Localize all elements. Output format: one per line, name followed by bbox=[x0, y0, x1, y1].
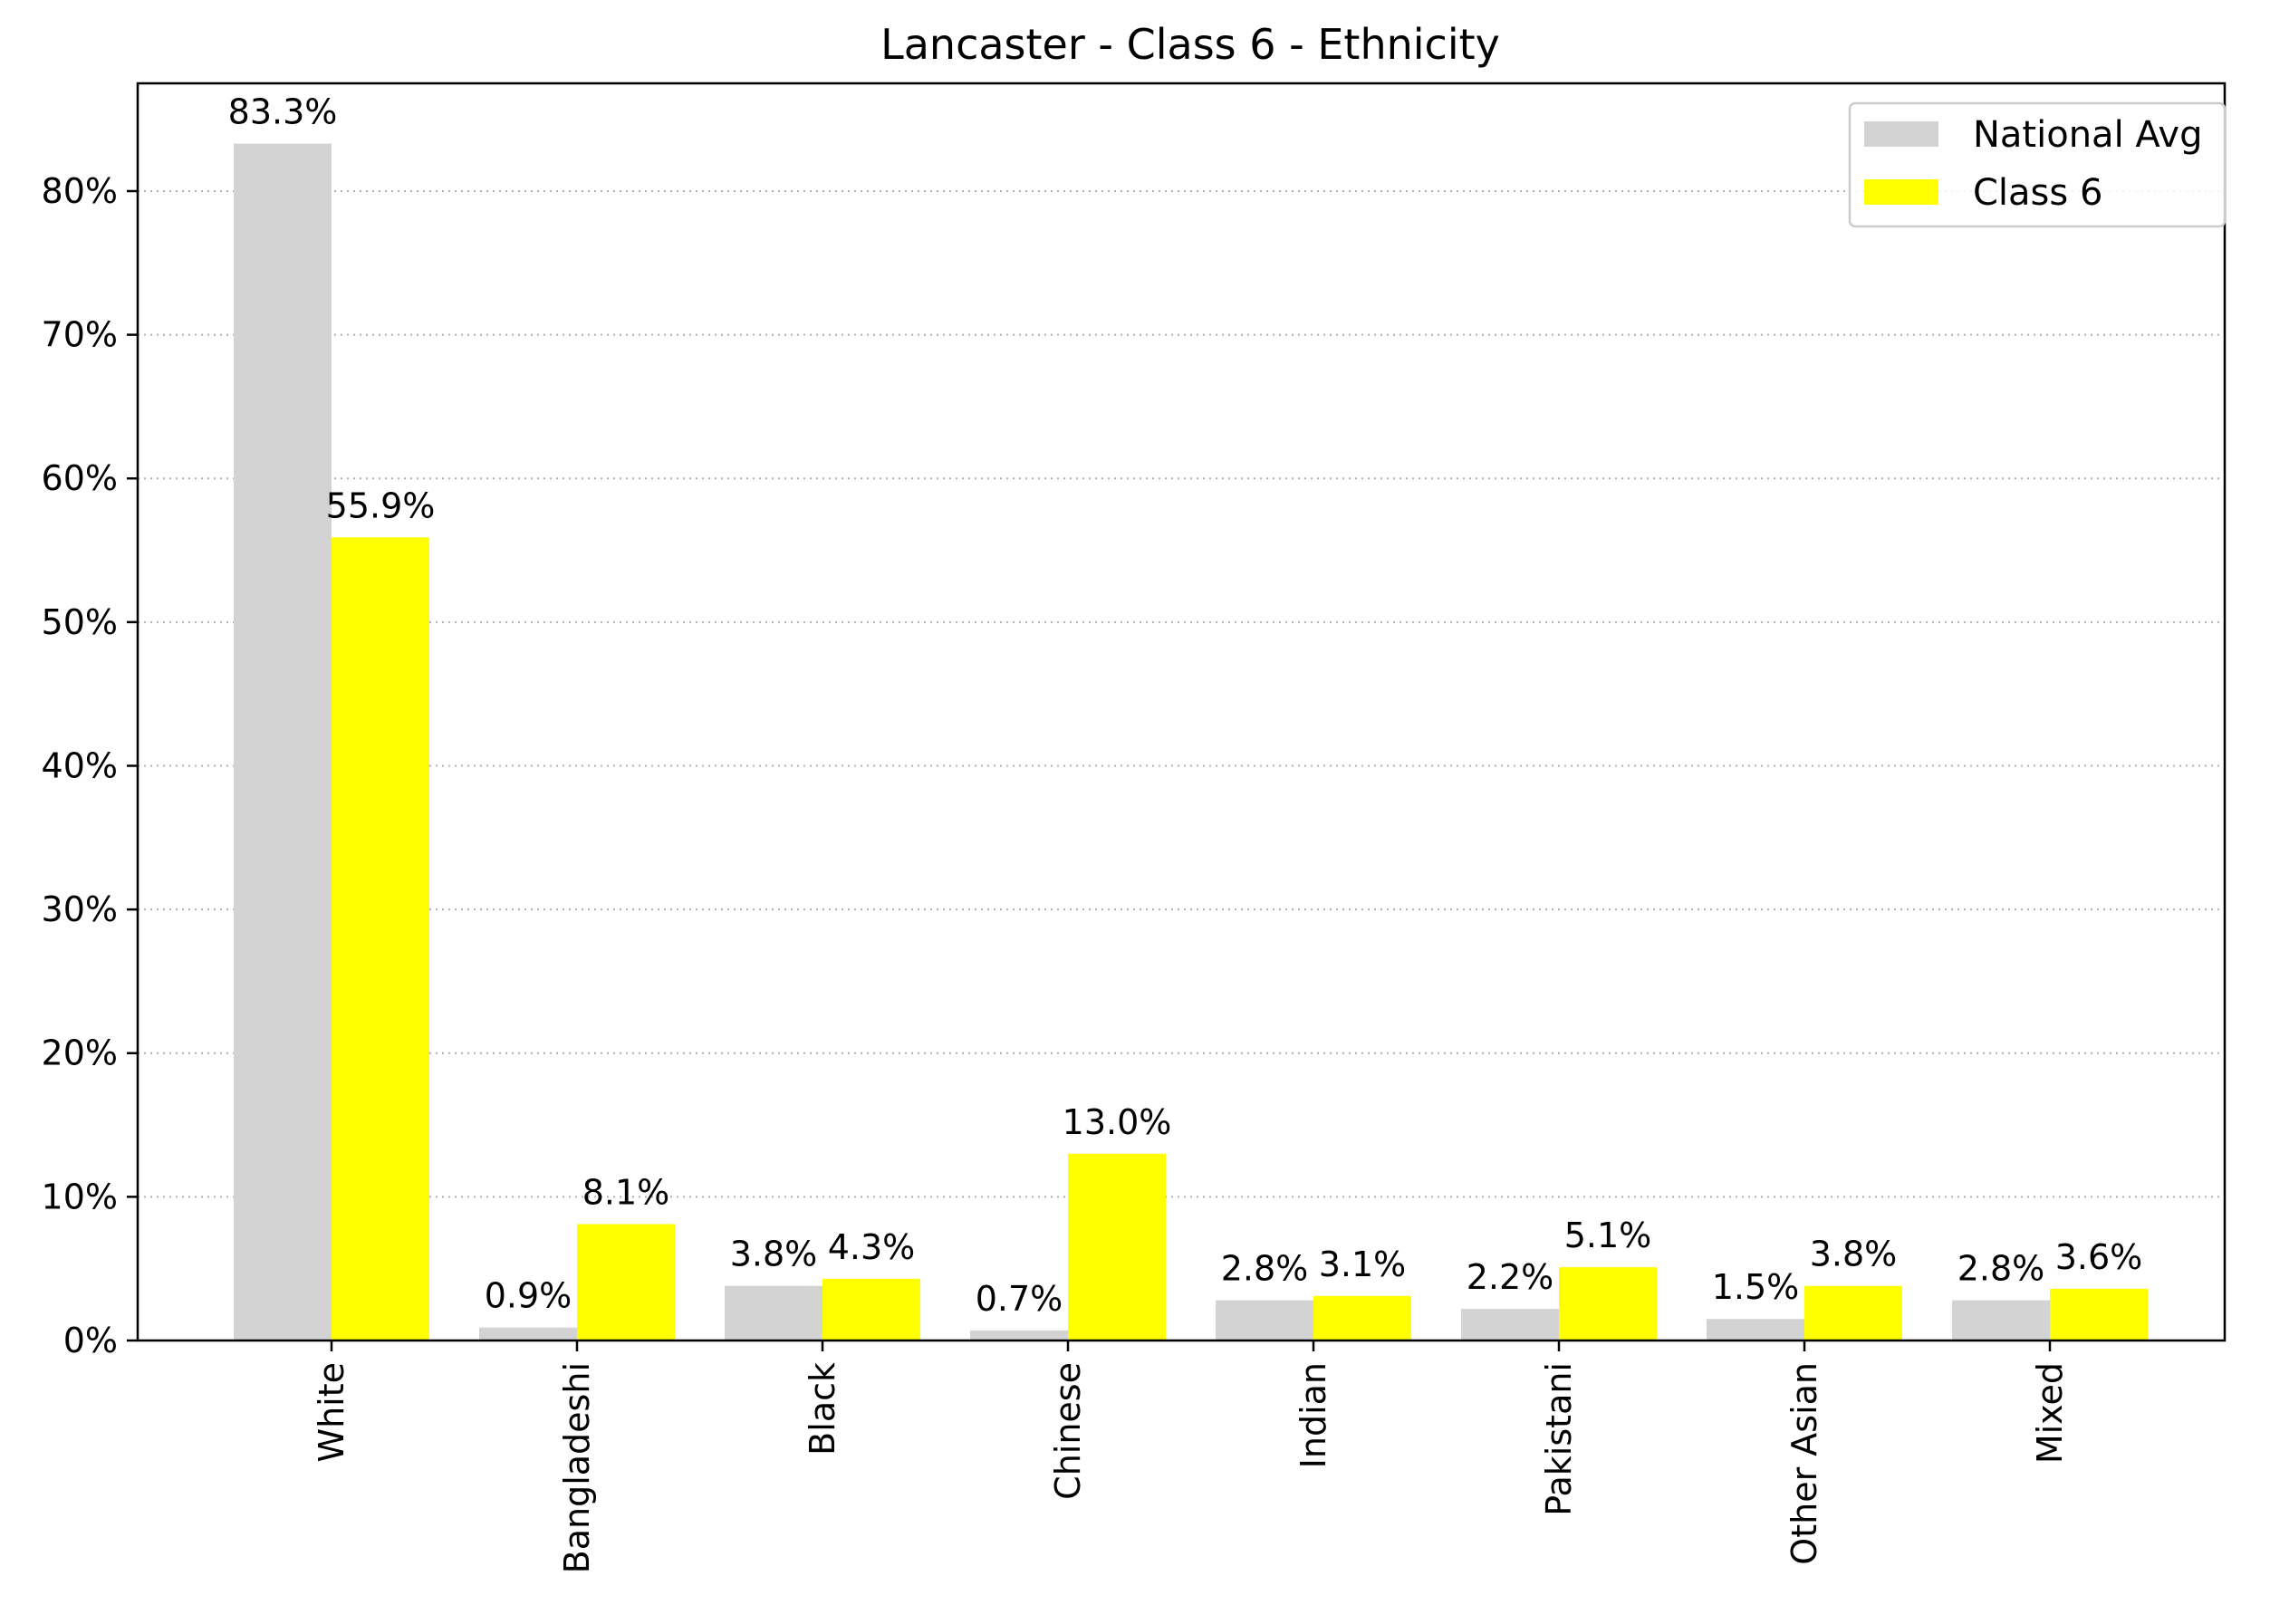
bar-national-avg bbox=[234, 143, 332, 1341]
data-label: 3.6% bbox=[2055, 1237, 2143, 1277]
x-tick-label: Chinese bbox=[1048, 1362, 1088, 1500]
bar-national-avg bbox=[479, 1327, 577, 1341]
y-tick-label: 0% bbox=[63, 1321, 118, 1360]
x-tick-label: Mixed bbox=[2030, 1362, 2070, 1464]
bar-national-avg bbox=[1707, 1319, 1804, 1341]
y-tick-label: 20% bbox=[42, 1033, 118, 1073]
legend: National Avg Class 6 bbox=[1848, 101, 2227, 228]
bar-national-avg bbox=[970, 1330, 1068, 1341]
bars bbox=[234, 143, 2148, 1341]
data-label: 8.1% bbox=[582, 1173, 670, 1213]
y-axis: 0% 10% 20% 30% 40% 50% 60% 70% 80% bbox=[42, 171, 138, 1360]
data-label: 3.8% bbox=[1810, 1235, 1898, 1274]
y-tick-label: 10% bbox=[42, 1177, 118, 1216]
bar-class-6 bbox=[1804, 1285, 1902, 1341]
x-tick-label: Other Asian bbox=[1784, 1362, 1824, 1565]
x-tick-label: Black bbox=[803, 1362, 842, 1456]
bar-class-6 bbox=[332, 537, 429, 1341]
y-tick-label: 40% bbox=[42, 745, 118, 785]
data-label: 2.2% bbox=[1467, 1257, 1554, 1297]
legend-label: National Avg bbox=[1973, 114, 2202, 156]
x-tick-label: Indian bbox=[1294, 1362, 1333, 1468]
y-tick-label: 70% bbox=[42, 315, 118, 355]
x-tick-label: White bbox=[312, 1362, 351, 1463]
plot-frame bbox=[136, 82, 2227, 1342]
data-label: 2.8% bbox=[1221, 1249, 1309, 1289]
data-label: 83.3% bbox=[228, 92, 338, 132]
bar-national-avg bbox=[1461, 1309, 1559, 1341]
data-label: 3.8% bbox=[730, 1235, 818, 1274]
data-label: 0.9% bbox=[485, 1276, 572, 1316]
bar-class-6 bbox=[1068, 1153, 1166, 1341]
legend-swatch bbox=[1864, 121, 1938, 147]
x-axis: White Bangladeshi Black Chinese Indian Pakist… bbox=[312, 1341, 2070, 1573]
bar-national-avg bbox=[725, 1285, 822, 1341]
bar-class-6 bbox=[577, 1224, 675, 1341]
legend-swatch bbox=[1864, 179, 1938, 205]
y-tick-label: 30% bbox=[42, 889, 118, 929]
bar-class-6 bbox=[1313, 1295, 1411, 1341]
y-tick-label: 80% bbox=[42, 171, 118, 211]
x-tick-label: Pakistani bbox=[1539, 1362, 1579, 1516]
y-tick-label: 50% bbox=[42, 602, 118, 642]
legend-box bbox=[1848, 101, 2227, 228]
data-label: 1.5% bbox=[1712, 1267, 1800, 1307]
data-label: 55.9% bbox=[326, 485, 436, 525]
chart-title: Lancaster - Class 6 - Ethnicity bbox=[880, 20, 1500, 69]
y-tick-label: 60% bbox=[42, 458, 118, 498]
bar-class-6 bbox=[822, 1278, 920, 1341]
legend-label: Class 6 bbox=[1973, 172, 2102, 214]
data-label: 3.1% bbox=[1319, 1244, 1407, 1284]
data-label: 2.8% bbox=[1957, 1249, 2045, 1289]
data-label: 0.7% bbox=[976, 1279, 1063, 1319]
data-label: 13.0% bbox=[1063, 1102, 1172, 1142]
data-label: 4.3% bbox=[828, 1227, 916, 1267]
bar-class-6 bbox=[2050, 1288, 2148, 1341]
data-label: 5.1% bbox=[1564, 1216, 1652, 1255]
data-labels: 83.3%55.9%0.9%8.1%3.8% 4.3%0.7%13.0%2.8% 3… bbox=[228, 92, 2143, 1319]
bar-national-avg bbox=[1952, 1300, 2050, 1341]
bar-class-6 bbox=[1559, 1267, 1657, 1341]
x-tick-label: Bangladeshi bbox=[557, 1362, 597, 1573]
bar-national-avg bbox=[1216, 1300, 1313, 1341]
